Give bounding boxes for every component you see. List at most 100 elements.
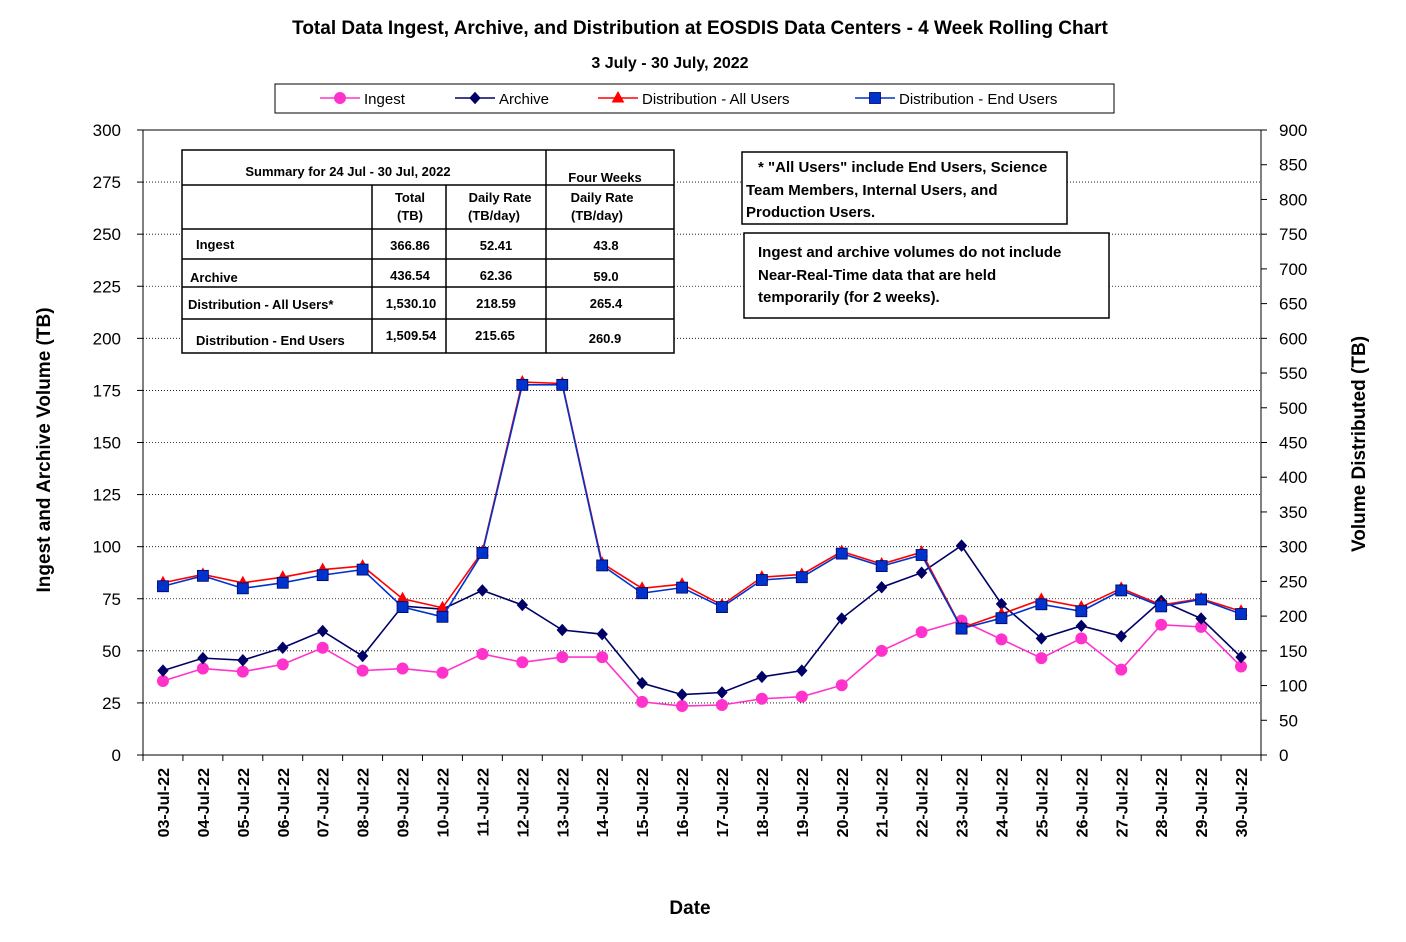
table-cell: 436.54 [390, 268, 431, 283]
data-point [715, 699, 728, 711]
table-cell: 366.86 [390, 238, 430, 253]
data-point [396, 601, 409, 613]
y2-tick-label: 250 [1279, 572, 1307, 591]
series-archive [157, 539, 1247, 701]
table-cell: 1,530.10 [386, 296, 437, 311]
series-line [162, 544, 1242, 696]
y-tick-label: 150 [93, 434, 121, 453]
x-tick-label: 07-Jul-22 [316, 768, 333, 837]
data-point [716, 686, 728, 699]
data-point [316, 569, 329, 582]
x-tick-label: 16-Jul-22 [675, 768, 692, 837]
data-point [1035, 632, 1048, 645]
x-tick-label: 06-Jul-22 [276, 768, 293, 837]
y2-tick-label: 100 [1279, 677, 1307, 696]
data-point [955, 539, 968, 552]
table-col-fw: Daily Rate [571, 190, 634, 205]
y-tick-label: 100 [93, 538, 121, 557]
data-point [476, 547, 489, 559]
data-point [157, 664, 169, 677]
x-tick-label: 27-Jul-22 [1114, 768, 1131, 837]
note-frame [743, 232, 1110, 319]
legend-frame [274, 83, 1115, 114]
data-point [157, 580, 169, 593]
table-cell: 265.4 [590, 296, 623, 311]
series-line [162, 384, 1242, 630]
data-point [1035, 598, 1048, 611]
y2-tick-label: 650 [1279, 295, 1307, 314]
y2-tick-label: 600 [1279, 329, 1307, 348]
y-tick-label: 50 [102, 642, 121, 661]
table-row-label: Distribution - End Users [196, 333, 345, 348]
data-point [676, 688, 688, 701]
data-point [836, 612, 848, 625]
data-point [556, 378, 569, 391]
y2-tick-label: 500 [1279, 399, 1307, 418]
table-cell: 59.0 [593, 269, 618, 284]
x-tick-label: 26-Jul-22 [1074, 768, 1091, 837]
data-point [955, 622, 968, 635]
data-point [1115, 630, 1127, 643]
series-line [162, 619, 1242, 707]
data-point [197, 651, 209, 665]
table-cell: 43.8 [593, 238, 618, 253]
x-tick-label: 12-Jul-22 [515, 768, 532, 837]
data-point [1075, 619, 1087, 633]
table-row-label: Distribution - All Users* [188, 297, 334, 312]
y2-tick-label: 700 [1279, 260, 1307, 279]
data-point [396, 662, 409, 675]
left-axis: 0 25 50 75 100 125 150 175 200 225 250 275 300 [93, 121, 143, 765]
y-tick-label: 125 [93, 486, 121, 505]
data-point [835, 679, 848, 692]
y2-axis-label: Volume Distributed (TB) [1349, 336, 1370, 552]
data-point [795, 571, 808, 584]
data-point [356, 649, 369, 663]
data-point [636, 587, 649, 600]
legend: Ingest Archive Distribution - All Users Dis… [274, 83, 1115, 114]
table-col-total-unit: (TB) [397, 208, 423, 223]
data-point [516, 656, 529, 669]
x-tick-label: 05-Jul-22 [236, 768, 253, 837]
note-line: Ingest and archive volumes do not includ… [758, 244, 1061, 261]
summary-table: Summary for 24 Jul - 30 Jul, 2022 Four W… [181, 149, 675, 354]
data-point [1195, 593, 1208, 606]
note-line: Team Members, Internal Users, and [746, 182, 997, 199]
y-tick-label: 200 [93, 329, 121, 348]
x-tick-label: 04-Jul-22 [196, 768, 213, 837]
data-point [915, 626, 928, 639]
x-tick-label: 09-Jul-22 [396, 768, 413, 837]
table-cell: 215.65 [475, 328, 515, 343]
x-tick-label: 03-Jul-22 [156, 768, 173, 837]
data-point [875, 644, 888, 657]
x-tick-label: 13-Jul-22 [555, 768, 572, 837]
y2-tick-label: 750 [1279, 225, 1307, 244]
data-point [596, 651, 609, 664]
data-point [476, 647, 489, 660]
table-row-label: Ingest [196, 237, 235, 252]
table-cell: 218.59 [476, 296, 516, 311]
y2-tick-label: 450 [1279, 434, 1307, 453]
data-point [716, 601, 728, 613]
legend-label: Ingest [364, 91, 406, 108]
data-point [756, 670, 768, 684]
note-nrt: Ingest and archive volumes do not includ… [743, 232, 1110, 319]
table-four-weeks: Four Weeks [568, 170, 641, 185]
y-tick-label: 250 [93, 225, 121, 244]
y2-tick-label: 0 [1279, 746, 1288, 765]
data-point [356, 563, 369, 576]
note-line: temporarily (for 2 weeks). [758, 289, 940, 306]
y-tick-label: 300 [93, 121, 121, 140]
data-point [196, 569, 209, 582]
data-point [1155, 618, 1168, 631]
y2-tick-label: 400 [1279, 468, 1307, 487]
data-point [1195, 612, 1207, 625]
table-col-total: Total [395, 190, 425, 205]
table-cell: 62.36 [480, 268, 513, 283]
data-point [356, 664, 369, 677]
legend-marker [334, 92, 346, 104]
legend-marker [469, 91, 481, 105]
data-point [596, 627, 608, 641]
note-all-users: * "All Users" include End Users, Science… [741, 151, 1068, 225]
data-point [835, 547, 848, 560]
table-cell: 52.41 [480, 238, 513, 253]
